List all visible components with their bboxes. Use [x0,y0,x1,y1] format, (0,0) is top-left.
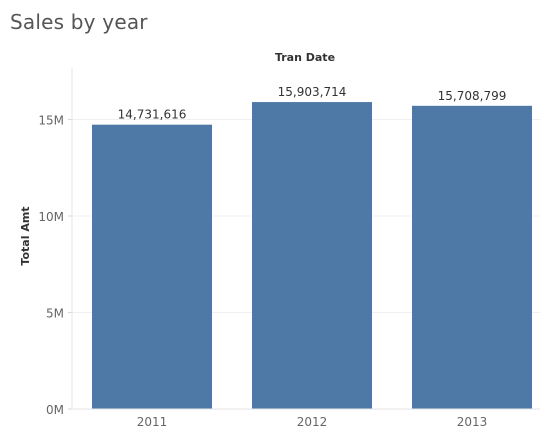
y-tick-label: 10M [38,210,64,224]
y-tick-label: 0M [46,403,64,417]
bars: 14,731,616 15,903,714 15,708,799 [92,85,532,409]
bar-2011 [92,124,212,409]
bar-2012 [252,102,372,409]
y-axis-ticks: 0M 5M 10M 15M [38,114,72,417]
bar-value-label: 14,731,616 [118,108,187,122]
bar-2013 [412,105,532,409]
x-tick-label: 2011 [137,415,168,429]
x-tick-label: 2012 [297,415,328,429]
chart-title: Sales by year [10,10,148,34]
x-axis-ticks: 2011 2012 2013 [137,415,488,429]
y-tick-label: 5M [46,307,64,321]
bar-value-label: 15,708,799 [438,89,507,103]
x-tick-label: 2013 [457,415,488,429]
y-axis-title: Total Amt [19,206,32,265]
x-axis-title: Tran Date [275,51,335,64]
bar-value-label: 15,903,714 [278,85,347,99]
y-tick-label: 15M [38,114,64,128]
